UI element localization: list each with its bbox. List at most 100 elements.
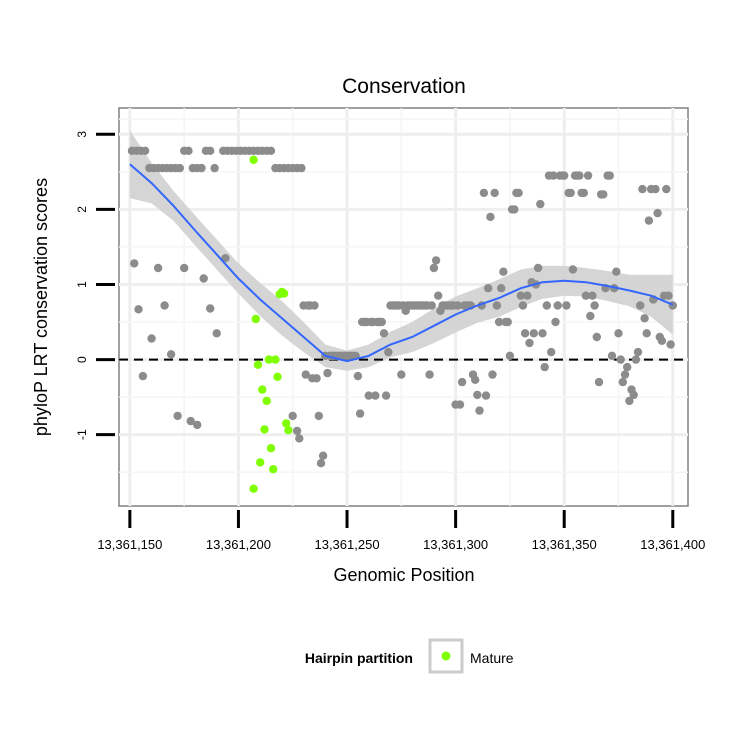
y-tick-label: 2 [75,206,89,213]
data-point-other [434,291,443,300]
data-point-mature [284,426,293,435]
data-point-other [353,371,363,381]
data-point-other [612,267,621,276]
data-point-other [633,347,643,357]
data-point-other [212,329,221,338]
data-point-other [523,291,532,300]
data-point-other [147,334,156,343]
x-tick-label: 13,361,300 [423,537,488,552]
data-point-mature [258,385,267,394]
data-point-other [599,190,608,199]
smooth-line [129,163,674,363]
data-point-other [651,184,660,194]
data-point-other [553,301,562,310]
smooth-confidence-band [129,130,673,371]
data-point-other [486,212,495,222]
x-axis: 13,361,150 13,361,200 13,361,250 13,361,300… [97,510,705,552]
data-point-other [138,371,148,381]
data-point-other [579,188,588,198]
data-point-mature [251,314,260,324]
data-point-other [625,396,634,406]
data-point-other [381,391,391,400]
data-point-other [653,208,662,218]
data-point-other [540,362,549,372]
data-point-other [614,329,623,338]
points-mature [249,155,293,493]
data-point-other [427,301,436,310]
data-point-other [636,301,645,310]
data-point-other [581,291,591,300]
data-point-other [160,301,169,310]
data-point-other [301,370,310,379]
data-point-mature [260,425,269,434]
data-point-other [173,411,182,421]
data-point-other [455,400,465,409]
data-point-other [186,416,195,426]
data-point-other [175,163,184,173]
data-point-other [525,338,534,348]
data-point-other [371,391,380,400]
x-tick-label: 13,361,400 [640,537,705,552]
data-point-other [644,216,654,225]
data-point-other [316,459,326,468]
data-point-other [642,329,651,338]
data-point-other [547,347,556,357]
data-point-other [153,263,163,273]
data-point-other [616,355,625,364]
x-tick-label: 13,361,200 [206,537,271,552]
data-point-other [607,351,617,360]
data-point-mature [253,360,263,369]
data-point-other [377,317,386,327]
data-point-other [310,301,319,310]
data-point-other [193,420,202,430]
data-point-other [657,336,667,345]
data-point-other [379,329,389,338]
data-point-other [638,184,647,194]
data-point-other [429,263,439,273]
data-point-other [453,301,462,310]
data-point-other [471,375,480,384]
y-tick-label: 1 [75,281,89,288]
data-point-mature [249,484,258,493]
legend-key-mature-dot [441,651,451,661]
data-point-other [199,274,208,283]
data-point-other [488,370,497,379]
data-point-other [292,426,302,436]
data-point-other [384,347,393,357]
data-point-other [266,146,276,155]
data-point-other [479,188,489,198]
data-point-other [473,390,482,400]
data-point-other [588,291,597,300]
data-point-other [130,259,139,268]
legend-title: Hairpin partition [305,650,413,666]
data-point-other [583,171,593,180]
data-point-other [499,267,508,276]
data-point-other [497,284,506,293]
data-point-other [620,370,630,379]
y-tick-label: 3 [75,131,89,138]
data-point-mature [266,444,276,453]
confidence-ribbon [129,130,673,371]
data-point-other [533,263,543,273]
data-point-other [134,305,143,314]
data-point-other [516,291,525,300]
data-point-other [562,301,571,310]
plot-area [118,107,689,507]
chart-title: Conservation [342,75,466,98]
data-point-mature [269,465,278,474]
data-point-other [520,329,530,338]
data-point-other [538,329,547,338]
data-point-other [318,451,328,460]
data-point-other [397,370,406,379]
data-point-other [551,317,560,327]
y-axis: -1 0 1 2 3 [75,131,115,440]
y-tick-label: -1 [75,429,89,440]
data-point-other [210,163,219,173]
data-point-other [180,263,189,273]
data-point-other [492,301,502,310]
data-point-other [536,199,545,209]
data-point-mature [262,396,271,406]
data-point-other [140,146,150,155]
data-point-other [518,301,528,310]
data-point-other [605,171,614,180]
